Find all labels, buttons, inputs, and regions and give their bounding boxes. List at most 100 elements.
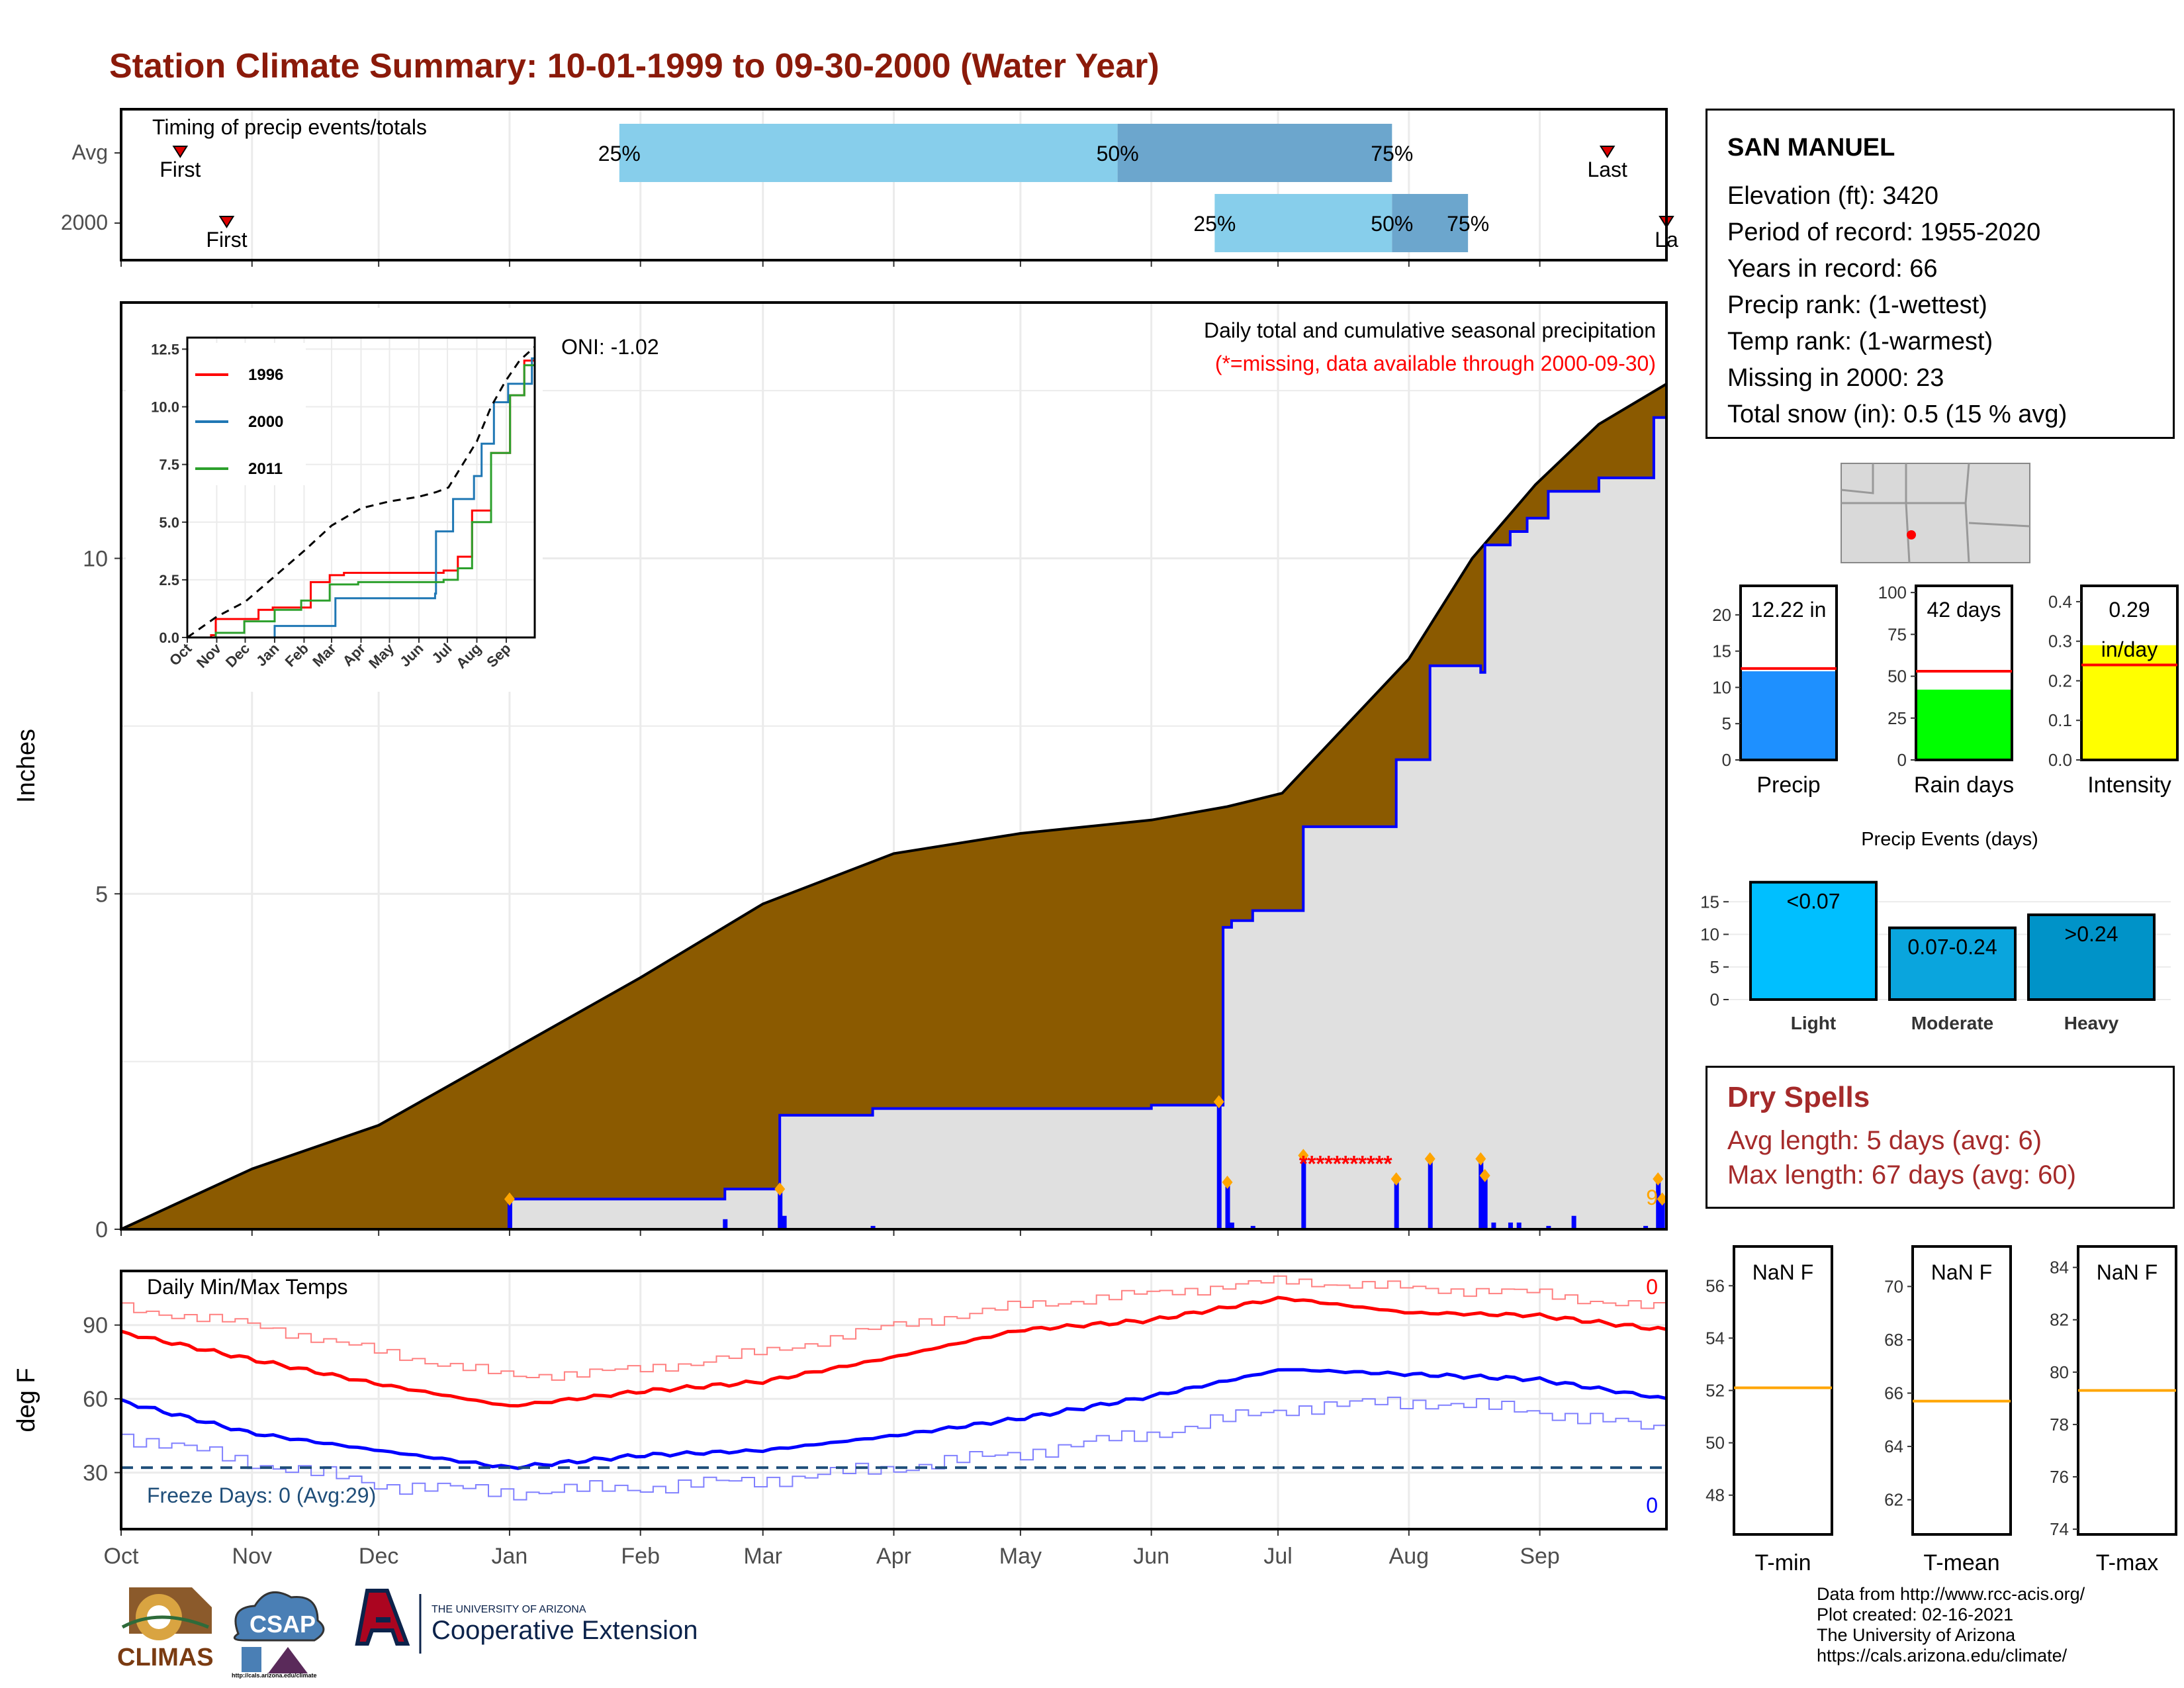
- station-years: Years in record: 66: [1727, 255, 1938, 283]
- cumulative-ytick-label-0: 0: [95, 1217, 108, 1243]
- temp-gauge-value-label-1: NaN F: [1931, 1260, 1992, 1284]
- timing-row-label-1: 2000: [61, 211, 108, 234]
- timing-panel-frame: [120, 108, 1668, 261]
- inset-series-line-2: [187, 351, 536, 639]
- climas-logo: CLIMAS: [117, 1587, 214, 1671]
- temp-ytick-label-1: 60: [83, 1387, 108, 1412]
- timing-p50-label-1: 50%: [1371, 212, 1413, 236]
- temp-gauge-frame-1: [1911, 1245, 2012, 1536]
- missing-day-marker-282: *: [1307, 1152, 1316, 1177]
- climas-text: CLIMAS: [117, 1644, 214, 1671]
- region-map: [1841, 463, 2030, 563]
- timing-p25-label-1: 25%: [1193, 212, 1236, 236]
- temp-gauge-ytick-label-2-4: 82: [2050, 1310, 2069, 1330]
- daily-precip-bar-18: [1571, 1215, 1576, 1229]
- temp-avg-min-line: [120, 1368, 1667, 1470]
- temp-gauge-ytick-label-2-0: 74: [2050, 1519, 2069, 1539]
- temp-title: Daily Min/Max Temps: [147, 1275, 347, 1299]
- daily-precip-marker-0: [504, 1192, 515, 1206]
- region-map-borders: [1841, 463, 2030, 563]
- temp-gauge-ytick-label-0-4: 56: [1706, 1276, 1725, 1295]
- logos-svg: CLIMAS CSAP http://cals.arizona.edu/clim…: [117, 1587, 698, 1679]
- inset-legend-bg: [190, 343, 306, 485]
- daily-precip-bar-1: [723, 1219, 728, 1229]
- timing-p25-label-0: 25%: [598, 142, 641, 165]
- inset-ytick-label-4: 10.0: [151, 399, 179, 416]
- temp-ytick-label-0: 30: [83, 1461, 108, 1486]
- daily-precip-bar-11: [1428, 1158, 1433, 1229]
- temp-panel-frame: [120, 1270, 1668, 1530]
- temp-gauge-ytick-label-0-2: 52: [1706, 1381, 1725, 1401]
- station-info-box: SAN MANUEL Elevation (ft): 3420 Period o…: [1706, 109, 2175, 439]
- inset-ytick-label-3: 7.5: [159, 457, 179, 473]
- missing-day-marker-290: *: [1342, 1152, 1351, 1177]
- missing-day-marker-284: *: [1316, 1152, 1325, 1177]
- temp-avg-max-line: [120, 1295, 1667, 1408]
- events-ytick-label-0: 0: [1710, 990, 1719, 1009]
- daily-precip-bar-10: [1394, 1178, 1399, 1229]
- oni-label: ONI: -1.02: [561, 335, 659, 359]
- gauge-ytick-label-2-2: 0.2: [2048, 671, 2072, 690]
- temp-record-max-line: [121, 1275, 1667, 1381]
- gauge-ytick-label-1-3: 75: [1888, 624, 1907, 644]
- temp-xtick-label-7: May: [999, 1544, 1042, 1569]
- daily-precip-bar-14: [1491, 1222, 1496, 1229]
- missing-day-marker-280: *: [1299, 1152, 1308, 1177]
- daily-precip-bar-13: [1482, 1175, 1488, 1229]
- temp-gauge-value-label-2: NaN F: [2097, 1260, 2158, 1284]
- temp-gauge-ytick-label-1-1: 64: [1884, 1436, 1903, 1456]
- timing-p75-label-0: 75%: [1371, 142, 1413, 165]
- gauge-ytick-label-0-1: 5: [1722, 714, 1731, 733]
- cumulative-panel-frame: [120, 301, 1668, 1231]
- missing-day-marker-292: *: [1349, 1152, 1359, 1177]
- ua-logo: THE UNIVERSITY OF ARIZONA Cooperative Ex…: [355, 1589, 698, 1654]
- timing-bar-late-1: [1392, 194, 1469, 252]
- inset-ytick-label-0: 0.0: [159, 630, 179, 646]
- timing-last-marker-0: [1599, 146, 1615, 158]
- gauge-label-0: Precip: [1756, 773, 1820, 798]
- daily-precip-bar-19: [1643, 1225, 1649, 1229]
- temp-ytick-label-2: 90: [83, 1313, 108, 1338]
- cumulative-2000-area: [121, 404, 1666, 1229]
- daily-precip-marker-12: [1475, 1152, 1486, 1166]
- credit-date: Plot created: 02-16-2021: [1817, 1605, 2014, 1624]
- temp-gauge-ytick-label-1-0: 62: [1884, 1490, 1903, 1510]
- gauge-ytick-label-0-0: 0: [1722, 750, 1731, 770]
- timing-bar-early-0: [619, 124, 1118, 182]
- events-bar-2: [2027, 913, 2156, 1001]
- temp-xtick-label-8: Jun: [1133, 1544, 1169, 1569]
- missing-day-marker-298: *: [1375, 1152, 1385, 1177]
- temp-xtick-label-2: Dec: [359, 1544, 398, 1569]
- daily-precip-marker-9: [1298, 1149, 1309, 1162]
- station-name: SAN MANUEL: [1727, 134, 1895, 162]
- gauge-value-label-2: 0.29: [2109, 598, 2150, 622]
- credit-university: The University of Arizona: [1817, 1625, 2016, 1645]
- station-temp-rank: Temp rank: (1-warmest): [1727, 328, 1993, 355]
- cumulative-count-label: 9: [1646, 1186, 1658, 1209]
- station-missing: Missing in 2000: 23: [1727, 364, 1944, 392]
- daily-precip-bar-9: [1301, 1155, 1306, 1229]
- temp-xtick-label-10: Aug: [1389, 1544, 1430, 1569]
- daily-precip-bar-5: [1216, 1102, 1222, 1229]
- gauge-ytick-label-1-0: 0: [1897, 750, 1907, 770]
- credit-url: https://cals.arizona.edu/climate/: [1817, 1646, 2068, 1665]
- missing-day-marker-296: *: [1367, 1152, 1376, 1177]
- dry-spells-box: Dry Spells Avg length: 5 days (avg: 6) M…: [1706, 1066, 2175, 1209]
- daily-precip-bar-16: [1516, 1222, 1522, 1229]
- daily-precip-bar-15: [1508, 1222, 1513, 1229]
- gauge-ytick-label-1-1: 25: [1888, 708, 1907, 728]
- daily-precip-bar-21: [1660, 1199, 1665, 1229]
- timing-p50-label-0: 50%: [1097, 142, 1139, 165]
- inset-ytick-label-5: 12.5: [151, 341, 179, 357]
- gauge-ytick-label-0-4: 20: [1712, 605, 1731, 625]
- temp-xtick-label-5: Mar: [743, 1544, 782, 1569]
- gauge-frame-2: [2080, 585, 2179, 761]
- temp-gauge-ytick-label-1-3: 68: [1884, 1330, 1903, 1350]
- timing-row-label-0: Avg: [71, 140, 108, 164]
- daily-precip-marker-2: [774, 1182, 786, 1196]
- gauge-value-label2-2: in/day: [2101, 637, 2158, 661]
- gauge-value-label-1: 42 days: [1927, 598, 2001, 622]
- inset-legend-label-0: 1996: [248, 366, 283, 384]
- station-precip-rank: Precip rank: (1-wettest): [1727, 291, 1987, 319]
